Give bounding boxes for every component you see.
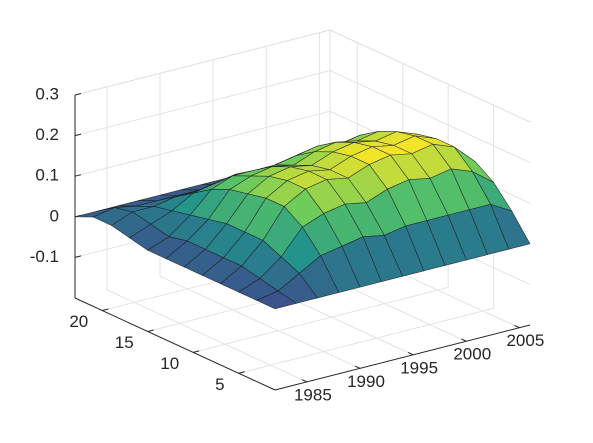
tick-mark: [301, 379, 308, 383]
tick-mark: [74, 133, 82, 137]
z-tick-label: 0.1: [35, 166, 59, 185]
grid-line: [329, 70, 531, 164]
grid-line: [74, 70, 331, 137]
tick-mark: [354, 365, 361, 369]
axis-line: [74, 297, 276, 391]
z-tick-label: 0.2: [35, 125, 59, 144]
tick-mark: [514, 324, 520, 329]
x-tick-label: 1990: [347, 372, 385, 391]
tick-mark: [407, 352, 414, 356]
z-tick-label: 0: [50, 206, 59, 225]
y-tick-label: 10: [160, 354, 179, 373]
box-edge: [329, 29, 531, 123]
grid-line: [106, 289, 308, 383]
x-tick-label: 1995: [400, 358, 438, 377]
z-tick-label: -0.1: [30, 247, 59, 266]
x-tick-label: 1985: [294, 385, 332, 404]
tick-mark: [102, 308, 109, 312]
grid-line: [193, 286, 449, 353]
x-tick-label: 2005: [506, 331, 544, 350]
grid-line: [159, 275, 361, 369]
tick-mark: [461, 338, 467, 342]
tick-mark: [74, 255, 82, 258]
surface-patch: [256, 290, 297, 310]
y-tick-label: 5: [215, 375, 224, 394]
x-tick-label: 2000: [453, 345, 491, 364]
tick-mark: [193, 350, 200, 353]
grid-line: [74, 110, 331, 177]
tick-mark: [74, 174, 82, 177]
tick-mark: [238, 371, 245, 374]
tick-mark: [147, 329, 154, 332]
grid-line: [238, 307, 494, 374]
y-tick-label: 20: [69, 312, 88, 331]
axis-line: [274, 324, 531, 391]
box-edge: [74, 29, 331, 96]
z-tick-label: 0.3: [35, 84, 59, 103]
y-tick-label: 15: [115, 333, 134, 352]
tick-mark: [74, 93, 82, 96]
